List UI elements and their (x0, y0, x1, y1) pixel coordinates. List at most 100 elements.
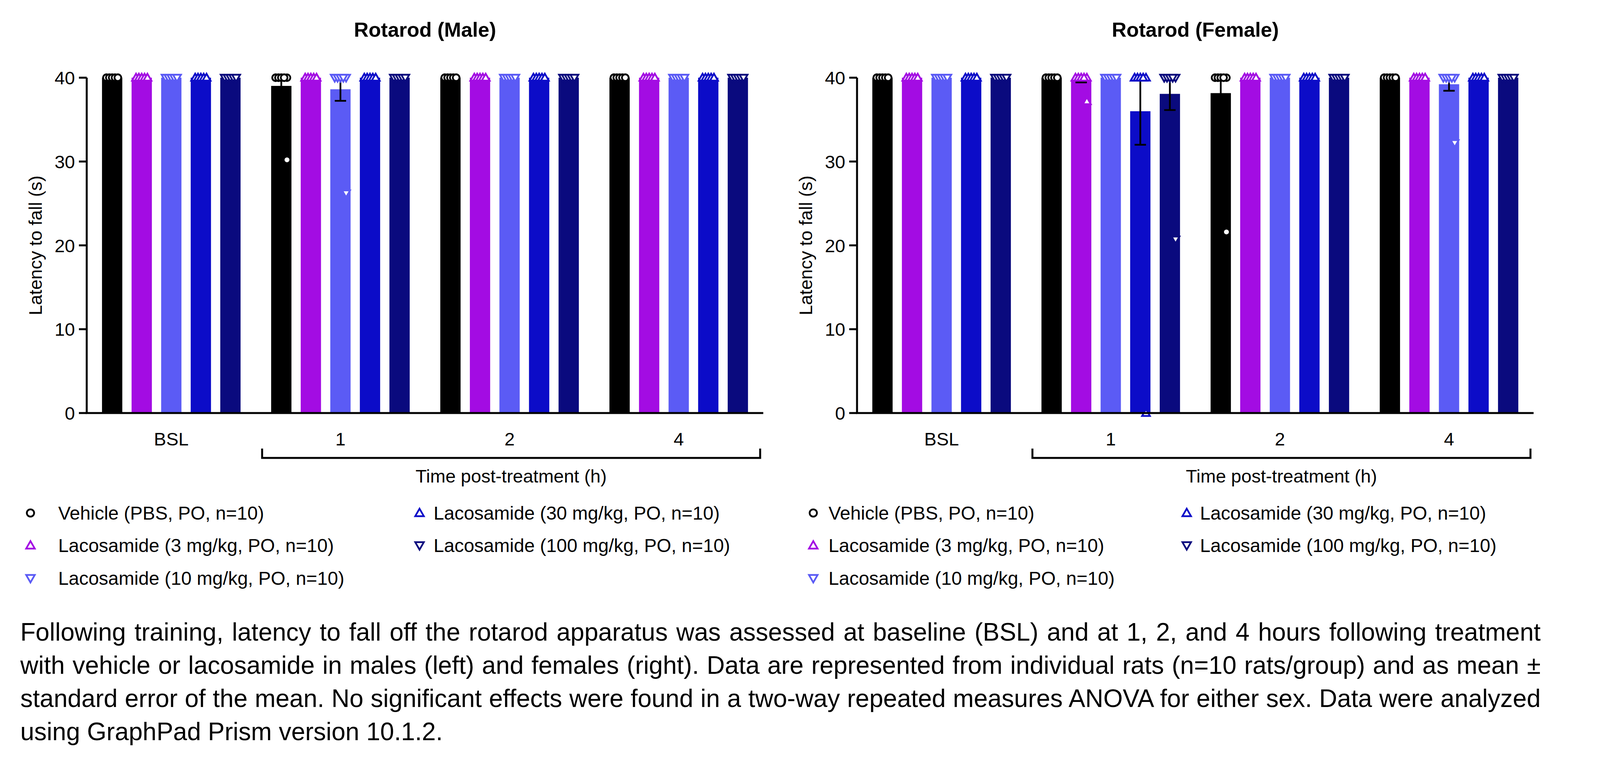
y-tick (78, 160, 87, 163)
bar (1130, 111, 1151, 414)
x-tick-label: BSL (924, 428, 959, 450)
data-point (739, 75, 748, 83)
error-bar-cap (334, 100, 347, 102)
bar (440, 77, 461, 414)
plot-area (101, 73, 749, 414)
x-axis-line (85, 412, 764, 415)
data-point (1082, 97, 1091, 105)
bar (698, 77, 719, 414)
data-point (884, 74, 892, 82)
data-point (650, 73, 659, 81)
data-point (621, 74, 629, 82)
x-tick-label: 4 (673, 428, 684, 450)
y-tick (849, 76, 858, 79)
y-axis-label: Latency to fall (s) (25, 175, 46, 316)
bar (1269, 77, 1291, 414)
legend-label: Vehicle (PBS, PO, n=10) (58, 503, 265, 524)
legend-marker (808, 575, 818, 583)
data-point (1311, 73, 1320, 81)
data-point (1251, 73, 1260, 81)
legend-label: Lacosamide (10 mg/kg, PO, n=10) (58, 568, 345, 590)
y-tick-label: 10 (54, 319, 75, 340)
legend-marker (809, 509, 818, 518)
y-tick-label: 30 (825, 151, 846, 173)
bar (960, 77, 982, 414)
x-tick-label: 1 (1105, 428, 1116, 450)
legend-label: Lacosamide (100 mg/kg, PO, n=10) (1200, 535, 1497, 557)
data-point (570, 75, 579, 83)
x-axis-label: Time post-treatment (h) (1185, 466, 1377, 487)
bar (668, 77, 690, 414)
y-tick (78, 328, 87, 331)
error-bar-cap (275, 93, 288, 96)
bar (1379, 77, 1400, 414)
y-tick (78, 412, 87, 415)
legend-marker (26, 541, 35, 549)
bar (931, 77, 952, 414)
legend-marker (1182, 508, 1192, 517)
data-point (173, 75, 181, 83)
error-bar-cap (1164, 109, 1176, 112)
bar (901, 77, 923, 414)
data-point (1480, 73, 1489, 81)
y-tick-label: 30 (54, 151, 75, 173)
bar (1041, 77, 1062, 414)
bar (1468, 77, 1489, 414)
bar (220, 77, 241, 414)
bar (727, 77, 749, 414)
data-point (973, 73, 981, 81)
data-point (913, 73, 922, 81)
data-point (1281, 75, 1290, 83)
data-point (1053, 74, 1061, 82)
y-tick-label: 0 (64, 403, 75, 424)
data-point (1450, 140, 1459, 148)
data-point (452, 74, 460, 82)
bar (389, 77, 410, 414)
y-tick-label: 40 (54, 67, 75, 89)
bar (469, 77, 491, 414)
bar (1240, 77, 1261, 414)
bar (359, 77, 381, 414)
data-point (884, 74, 892, 82)
y-tick-label: 0 (835, 403, 846, 424)
legend-label: Lacosamide (10 mg/kg, PO, n=10) (828, 568, 1115, 590)
data-point (143, 73, 152, 81)
y-tick-label: 10 (825, 319, 846, 340)
chart-title: Rotarod (Female) (1111, 18, 1279, 42)
x-axis-label: Time post-treatment (h) (415, 466, 607, 487)
bar (330, 89, 351, 414)
data-point (1168, 75, 1177, 83)
bar (639, 77, 660, 414)
legend-marker (1182, 542, 1192, 550)
bar (528, 77, 550, 414)
bar (1328, 77, 1350, 414)
bar (1159, 93, 1181, 414)
x-bracket (262, 448, 761, 459)
data-point (342, 190, 350, 198)
data-point (339, 75, 348, 83)
data-point (1448, 75, 1456, 83)
legend-label: Lacosamide (3 mg/kg, PO, n=10) (828, 535, 1105, 557)
plot-area (872, 73, 1519, 417)
data-point (621, 74, 629, 82)
bar (558, 77, 579, 414)
data-point (1509, 75, 1518, 83)
bar (872, 77, 893, 414)
data-point (680, 75, 689, 83)
bar (499, 77, 520, 414)
data-point (114, 74, 122, 82)
data-point (280, 74, 288, 82)
legend: Vehicle (PBS, PO, n=10)Lacosamide (3 mg/… (26, 503, 731, 590)
y-tick-label: 20 (825, 235, 846, 257)
data-point (1223, 228, 1230, 236)
x-tick-label: 2 (504, 428, 515, 450)
legend-marker (415, 508, 424, 517)
x-tick-label: 4 (1443, 428, 1454, 450)
error-bar-cap (1075, 81, 1087, 84)
data-point (1340, 75, 1349, 83)
data-point (232, 75, 240, 83)
y-tick (849, 244, 858, 247)
data-point (114, 74, 122, 82)
error-bar (1134, 77, 1147, 145)
bar (101, 77, 123, 414)
